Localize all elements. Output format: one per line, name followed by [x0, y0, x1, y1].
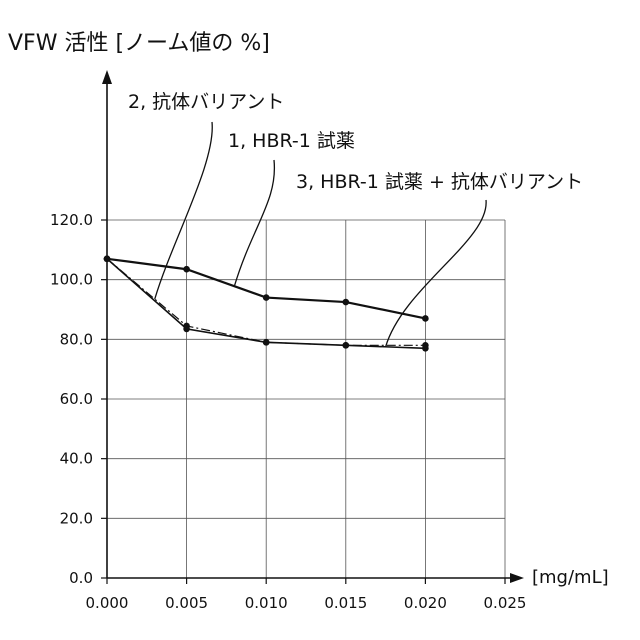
data-point-series-3: [343, 342, 350, 349]
y-tick-label: 60.0: [60, 390, 93, 408]
data-point-series-1: [263, 294, 270, 301]
y-tick-label: 0.0: [69, 569, 93, 587]
annotation-label: 1, HBR-1 試薬: [228, 130, 355, 152]
x-axis-unit-label: [mg/mL]: [532, 567, 609, 588]
data-point-series-3: [422, 345, 429, 352]
annotation-leader-line: [234, 160, 274, 286]
annotations: 2, 抗体バリアント 1, HBR-1 試薬 3, HBR-1 試薬 + 抗体バリア…: [128, 91, 583, 347]
y-tick-label: 100.0: [50, 271, 93, 289]
annotation-leader-line: [386, 200, 487, 347]
annotation-label: 2, 抗体バリアント: [128, 91, 284, 113]
y-axis-arrow: [102, 70, 112, 84]
x-tick-label: 0.010: [245, 594, 288, 612]
x-tick-label: 0.015: [324, 594, 367, 612]
data-point-series-1: [422, 315, 429, 322]
y-tick-label: 120.0: [50, 211, 93, 229]
annotation-label: 3, HBR-1 試薬 + 抗体バリアント: [296, 171, 583, 193]
y-tick-label: 80.0: [60, 330, 93, 348]
annotation-leader-line: [155, 122, 212, 299]
data-point-series-3: [104, 255, 111, 262]
x-tick-label: 0.005: [165, 594, 208, 612]
y-tick-label: 40.0: [60, 450, 93, 468]
x-tick-label: 0.025: [484, 594, 527, 612]
grid: [107, 220, 505, 578]
data-point-series-3: [183, 326, 190, 333]
data-point-series-3: [263, 339, 270, 346]
data-point-series-1: [183, 266, 190, 273]
y-axis-title: VFW 活性 [ノーム値の %]: [8, 31, 270, 56]
data-point-series-1: [343, 299, 350, 306]
x-tick-label: 0.020: [404, 594, 447, 612]
x-tick-label: 0.000: [86, 594, 129, 612]
x-axis-arrow: [510, 573, 524, 583]
y-tick-label: 20.0: [60, 509, 93, 527]
